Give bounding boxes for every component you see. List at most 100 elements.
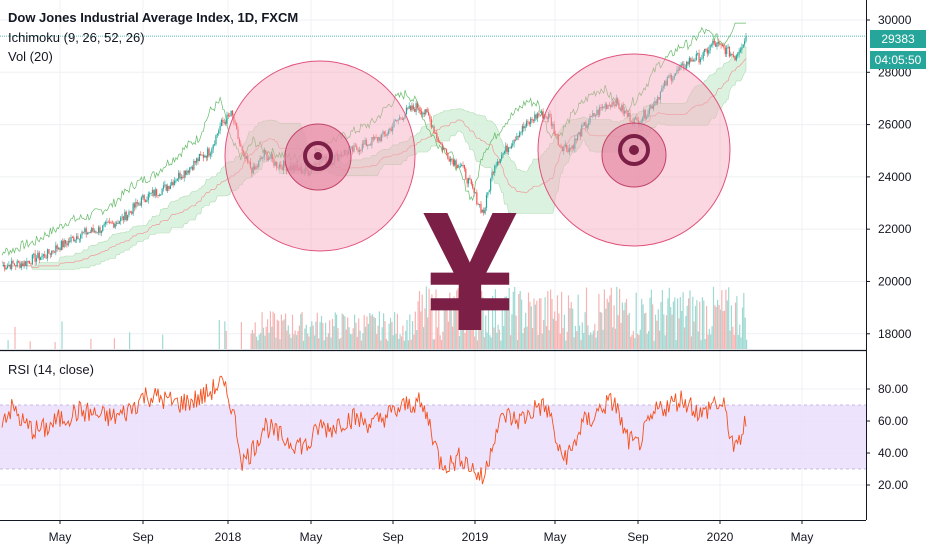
- volume-bar: [425, 286, 427, 349]
- volume-bar: [276, 319, 278, 349]
- candle-body: [180, 177, 183, 179]
- candle-body: [470, 179, 472, 185]
- volume-legend[interactable]: Vol (20): [8, 49, 53, 64]
- candle-body: [74, 239, 76, 242]
- candle-body: [603, 106, 605, 108]
- candle-body: [561, 147, 564, 152]
- candle-body: [98, 227, 100, 233]
- candle-body: [266, 152, 268, 161]
- volume-bar: [729, 330, 731, 349]
- candle-body: [378, 137, 380, 141]
- candle-body: [124, 211, 126, 220]
- candle-body: [401, 118, 403, 120]
- candle-body: [495, 165, 497, 167]
- volume-bar: [362, 333, 364, 349]
- volume-bar: [287, 325, 289, 349]
- candle-body: [358, 150, 361, 152]
- volume-bar: [322, 323, 324, 349]
- candle-body: [434, 132, 437, 134]
- volume-bar: [519, 291, 521, 349]
- candle-body: [615, 98, 617, 107]
- candle-body: [8, 264, 10, 266]
- volume-bar: [569, 308, 571, 349]
- candle-body: [265, 150, 267, 153]
- volume-bar: [601, 312, 603, 349]
- volume-bar: [14, 326, 16, 349]
- candle-body: [45, 257, 47, 259]
- candle-body: [26, 261, 28, 266]
- candle-body: [383, 131, 385, 135]
- volume-bar: [273, 313, 276, 349]
- volume-bar: [258, 334, 260, 349]
- volume-bar: [218, 320, 220, 349]
- ichimoku-legend[interactable]: Ichimoku (9, 26, 52, 26): [8, 30, 145, 45]
- candle-body: [208, 148, 210, 156]
- candle-body: [398, 117, 401, 120]
- candle-body: [448, 158, 450, 162]
- volume-bar: [265, 326, 267, 349]
- candle-body: [282, 161, 285, 171]
- candle-body: [677, 69, 679, 71]
- volume-bar: [280, 314, 282, 349]
- volume-bar: [649, 297, 651, 349]
- volume-bar: [392, 335, 394, 349]
- volume-bar: [548, 330, 550, 349]
- rsi-legend[interactable]: RSI (14, close): [8, 362, 94, 377]
- candle-body: [41, 255, 43, 258]
- candle-body: [197, 158, 199, 162]
- volume-bar: [424, 308, 426, 349]
- volume-bar: [598, 293, 600, 349]
- candle-body: [249, 161, 252, 168]
- candle-body: [390, 128, 392, 132]
- candle-body: [233, 115, 235, 123]
- candle-body: [523, 126, 525, 129]
- volume-bar: [718, 305, 720, 349]
- volume-bar: [515, 315, 517, 349]
- candle-body: [113, 222, 115, 228]
- volume-bar: [264, 335, 266, 349]
- volume-bar: [446, 302, 448, 349]
- candle-body: [352, 146, 354, 152]
- candle-body: [77, 236, 79, 239]
- candle-body: [459, 166, 461, 167]
- candle-body: [106, 221, 108, 223]
- volume-bar: [518, 294, 520, 349]
- volume-bar: [558, 313, 560, 349]
- candle-body: [160, 194, 162, 196]
- volume-bar: [450, 299, 452, 349]
- volume-bar: [665, 315, 668, 349]
- volume-bar: [250, 333, 252, 349]
- candle-body: [612, 102, 615, 105]
- candle-body: [117, 222, 119, 224]
- candle-body: [691, 60, 693, 62]
- volume-bar: [559, 333, 561, 349]
- volume-bar: [354, 314, 356, 349]
- volume-bar: [714, 305, 716, 349]
- volume-bar: [320, 316, 323, 349]
- candle-body: [568, 147, 570, 153]
- volume-bar: [685, 315, 687, 349]
- candle-body: [155, 189, 158, 196]
- volume-bar: [514, 287, 516, 349]
- volume-bar: [409, 314, 411, 349]
- candle-body: [514, 139, 517, 141]
- volume-bar: [746, 339, 748, 349]
- volume-bar: [485, 315, 487, 349]
- volume-bar: [707, 334, 709, 349]
- candle-body: [118, 221, 120, 224]
- right-target-icon: [618, 134, 650, 166]
- candle-body: [738, 51, 740, 55]
- volume-bar: [660, 301, 662, 349]
- volume-bar: [610, 287, 612, 349]
- candle-body: [19, 262, 21, 268]
- volume-bar: [656, 320, 658, 349]
- candle-body: [418, 107, 420, 110]
- volume-bar: [551, 299, 553, 349]
- volume-bar: [657, 309, 659, 349]
- candle-body: [69, 240, 71, 242]
- volume-bar: [708, 328, 710, 349]
- candle-body: [81, 231, 83, 235]
- volume-bar: [487, 308, 490, 349]
- candle-body: [559, 145, 561, 147]
- candle-body: [201, 154, 203, 156]
